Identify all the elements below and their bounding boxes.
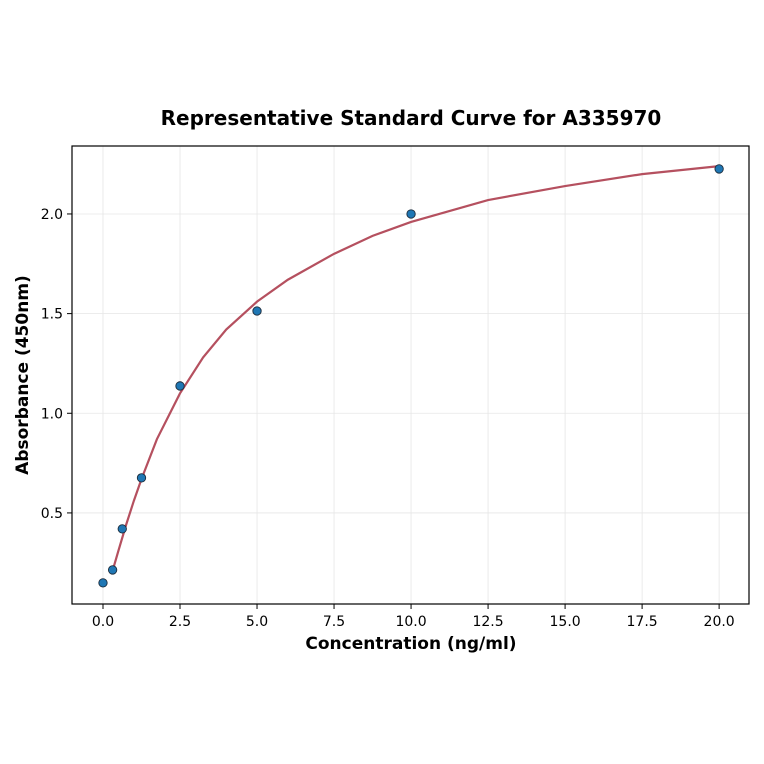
y-tick-label: 1.0 bbox=[41, 406, 63, 422]
data-point bbox=[107, 565, 118, 575]
x-tick-label: 20.0 bbox=[704, 614, 735, 630]
x-axis-label: Concentration (ng/ml) bbox=[305, 634, 516, 654]
x-tick-label: 15.0 bbox=[550, 614, 581, 630]
x-tick-label: 7.5 bbox=[323, 614, 345, 630]
fit-curve bbox=[111, 165, 720, 572]
plot-frame bbox=[71, 145, 750, 605]
chart-title: Representative Standard Curve for A33597… bbox=[161, 106, 662, 130]
data-point bbox=[406, 209, 416, 219]
y-tick-label: 1.5 bbox=[41, 307, 63, 323]
data-point bbox=[252, 306, 262, 316]
data-point bbox=[714, 164, 724, 174]
y-tick-label: 0.5 bbox=[41, 506, 63, 522]
y-tick-label: 2.0 bbox=[41, 207, 63, 223]
x-tick-label: 2.5 bbox=[169, 614, 191, 630]
x-tick-label: 5.0 bbox=[246, 614, 268, 630]
x-tick-label: 10.0 bbox=[395, 614, 426, 630]
x-tick-label: 17.5 bbox=[627, 614, 658, 630]
data-point bbox=[175, 381, 185, 391]
x-tick-label: 12.5 bbox=[472, 614, 503, 630]
data-point bbox=[136, 473, 147, 483]
data-point bbox=[117, 524, 127, 534]
x-tick-label: 0.0 bbox=[92, 614, 114, 630]
y-axis-label: Absorbance (450nm) bbox=[13, 275, 33, 475]
data-point bbox=[98, 578, 108, 588]
